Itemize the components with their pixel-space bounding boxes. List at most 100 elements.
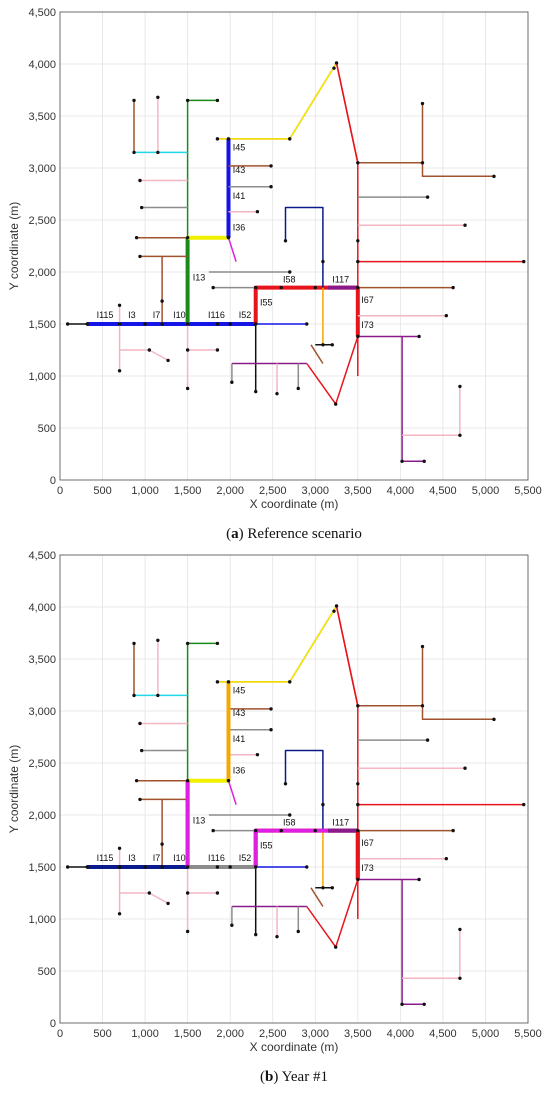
node-point bbox=[185, 235, 190, 240]
node-point bbox=[458, 433, 462, 437]
x-axis-label: X coordinate (m) bbox=[250, 497, 339, 511]
pipe-label: I115 bbox=[97, 310, 114, 320]
node-point bbox=[132, 641, 136, 646]
node-point bbox=[156, 95, 160, 99]
node-point bbox=[420, 704, 425, 708]
node-point bbox=[275, 934, 279, 939]
node-point bbox=[356, 285, 360, 290]
node-point bbox=[451, 828, 455, 833]
node-point bbox=[156, 150, 160, 155]
node-point bbox=[85, 322, 89, 326]
x-tick-label: 3,500 bbox=[344, 1028, 372, 1040]
node-point bbox=[332, 66, 336, 70]
pipe-label: I45 bbox=[233, 142, 246, 152]
y-tick-label: 500 bbox=[38, 966, 56, 978]
node-point bbox=[451, 285, 455, 290]
y-tick-label: 2,500 bbox=[28, 758, 56, 770]
pipe-label: I116 bbox=[208, 853, 225, 863]
x-tick-label: 1,500 bbox=[174, 1028, 202, 1040]
node-point bbox=[185, 641, 190, 646]
node-point bbox=[288, 270, 292, 274]
node-point bbox=[417, 334, 421, 339]
node-point bbox=[279, 285, 283, 290]
node-point bbox=[226, 680, 231, 684]
y-tick-label: 0 bbox=[50, 475, 56, 487]
node-point bbox=[422, 1002, 426, 1006]
node-point bbox=[132, 150, 136, 155]
x-tick-label: 4,500 bbox=[429, 1028, 457, 1040]
y-tick-label: 2,000 bbox=[28, 267, 56, 279]
node-point bbox=[138, 178, 142, 183]
x-tick-label: 2,000 bbox=[216, 1028, 244, 1040]
x-tick-label: 2,500 bbox=[259, 1028, 287, 1040]
x-tick-label: 4,500 bbox=[429, 485, 457, 497]
node-point bbox=[269, 164, 273, 168]
x-tick-label: 4,000 bbox=[387, 485, 415, 497]
node-point bbox=[269, 707, 273, 711]
node-point bbox=[226, 137, 231, 141]
node-point bbox=[417, 877, 421, 882]
node-point bbox=[283, 782, 288, 786]
node-point bbox=[254, 865, 258, 869]
node-point bbox=[117, 865, 122, 869]
pipe-label: I7 bbox=[153, 310, 161, 320]
node-point bbox=[147, 891, 152, 895]
node-point bbox=[522, 802, 526, 807]
node-point bbox=[139, 748, 144, 753]
node-point bbox=[330, 343, 334, 347]
node-point bbox=[356, 782, 360, 786]
y-tick-label: 2,500 bbox=[28, 215, 56, 227]
node-point bbox=[134, 235, 139, 240]
pipe-label: I73 bbox=[361, 863, 374, 873]
node-point bbox=[313, 285, 317, 290]
node-point bbox=[288, 813, 292, 817]
node-point bbox=[458, 927, 462, 932]
pipe-label: I73 bbox=[361, 320, 374, 330]
x-tick-label: 0 bbox=[57, 485, 63, 497]
node-point bbox=[65, 322, 70, 326]
node-point bbox=[269, 185, 273, 189]
node-point bbox=[215, 322, 220, 326]
node-point bbox=[211, 285, 215, 290]
node-point bbox=[134, 778, 139, 783]
pipe-label: I13 bbox=[193, 815, 206, 825]
x-tick-label: 5,000 bbox=[472, 485, 500, 497]
node-point bbox=[458, 976, 462, 980]
node-point bbox=[215, 680, 220, 684]
pipe-label: I58 bbox=[283, 274, 296, 284]
x-axis-label: X coordinate (m) bbox=[250, 1040, 339, 1054]
y-tick-label: 4,000 bbox=[28, 59, 56, 71]
node-point bbox=[255, 209, 260, 214]
node-point bbox=[160, 842, 164, 846]
pipe-label: I10 bbox=[173, 310, 186, 320]
node-point bbox=[211, 828, 215, 833]
node-point bbox=[400, 1002, 404, 1006]
node-point bbox=[400, 459, 404, 463]
node-point bbox=[356, 334, 360, 339]
y-tick-label: 3,000 bbox=[28, 163, 56, 175]
x-tick-label: 5,500 bbox=[514, 485, 542, 497]
node-point bbox=[215, 137, 220, 141]
plot-area bbox=[59, 554, 529, 1024]
pipe-segment bbox=[227, 237, 237, 262]
node-point bbox=[420, 161, 425, 165]
node-point bbox=[254, 932, 258, 937]
y-tick-label: 4,500 bbox=[28, 7, 56, 19]
node-point bbox=[522, 259, 526, 264]
node-point bbox=[160, 299, 164, 303]
plot-frame bbox=[59, 554, 529, 1024]
y-tick-label: 1,500 bbox=[28, 862, 56, 874]
y-tick-label: 3,000 bbox=[28, 706, 56, 718]
node-point bbox=[254, 322, 258, 326]
node-point bbox=[185, 348, 190, 352]
node-point bbox=[160, 865, 164, 869]
node-point bbox=[296, 929, 300, 934]
plot-area bbox=[59, 11, 529, 481]
node-point bbox=[321, 259, 325, 264]
node-point bbox=[288, 137, 292, 141]
node-point bbox=[117, 912, 122, 916]
node-point bbox=[356, 802, 360, 807]
node-point bbox=[226, 235, 231, 240]
node-point bbox=[425, 738, 430, 742]
node-point bbox=[185, 778, 190, 783]
